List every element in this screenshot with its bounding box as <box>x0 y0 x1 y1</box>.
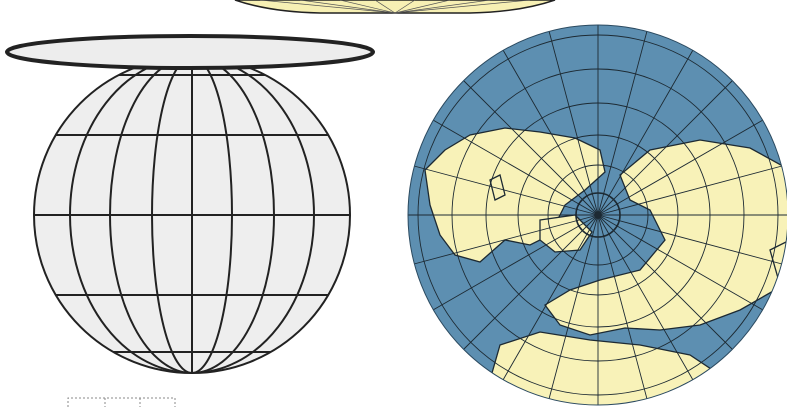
plane-disc <box>5 34 375 70</box>
polar-map <box>407 24 787 406</box>
polar-grid <box>408 25 787 405</box>
dotted-frame <box>67 397 176 407</box>
top-fan <box>234 0 556 14</box>
globe <box>33 56 351 374</box>
land <box>424 127 787 405</box>
